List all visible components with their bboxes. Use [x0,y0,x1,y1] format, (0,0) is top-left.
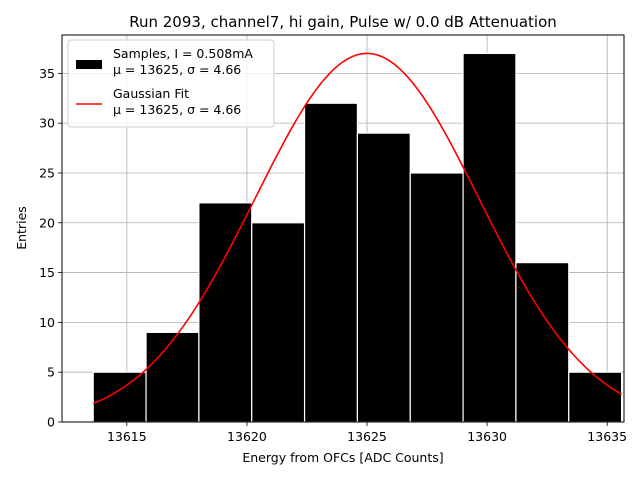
x-axis-ticks: 13615 13620 13625 13630 13635 [107,422,627,444]
legend-stats-samples: μ = 13625, σ = 4.66 [113,62,241,77]
histogram-bar [356,132,411,423]
y-tick-label: 10 [39,315,55,330]
chart-title: Run 2093, channel7, hi gain, Pulse w/ 0.… [129,13,557,31]
legend-box [67,39,275,128]
gaussian-fit [92,52,622,405]
histogram-bars [92,52,623,423]
x-tick-label: 13620 [227,429,267,444]
x-tick-label: 13615 [107,429,147,444]
histogram-bar [462,52,517,423]
y-tick-label: 15 [39,265,55,280]
x-axis-label: Energy from OFCs [ADC Counts] [242,450,443,465]
y-tick-label: 30 [39,116,55,131]
histogram-bar [92,371,147,423]
y-tick-label: 5 [47,365,55,380]
histogram-bar [198,202,253,423]
x-tick-label: 13635 [587,429,627,444]
fit-line [92,52,622,405]
histogram-bar [568,371,623,423]
y-tick-label: 0 [47,415,55,430]
x-tick-label: 13625 [347,429,387,444]
legend-stats-fit: μ = 13625, σ = 4.66 [113,102,241,117]
plot-frame [61,34,625,423]
legend-swatch-samples [76,60,102,69]
histogram-bar [515,262,570,423]
histogram-bar [303,102,359,423]
y-axis-ticks: 0 5 10 15 20 25 30 35 [39,66,62,430]
legend-label-fit: Gaussian Fit [113,86,189,101]
y-tick-label: 25 [39,165,55,180]
legend-label-samples: Samples, I = 0.508mA [113,46,253,61]
histogram-bar [251,222,306,423]
y-axis-label: Entries [14,206,29,250]
legend: Samples, I = 0.508mA μ = 13625, σ = 4.66… [67,39,275,128]
y-tick-label: 20 [39,215,55,230]
y-tick-label: 35 [39,66,55,81]
x-tick-label: 13630 [467,429,507,444]
histogram-bar [409,172,464,423]
histogram-bar [145,331,200,423]
